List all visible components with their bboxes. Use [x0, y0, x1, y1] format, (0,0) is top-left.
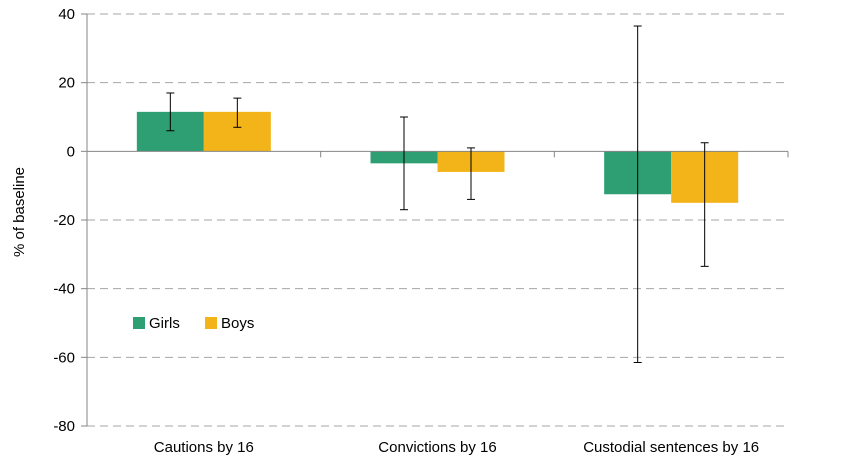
y-tick-label: 40 — [58, 6, 75, 23]
y-axis-title: % of baseline — [11, 167, 28, 257]
y-tick-labels: 40 20 0 -20 -40 -60 -80 — [53, 6, 75, 435]
category-label: Custodial sentences by 16 — [583, 439, 759, 456]
category-label: Cautions by 16 — [154, 439, 254, 456]
error-bars — [166, 25, 709, 363]
category-label: Convictions by 16 — [378, 439, 496, 456]
y-tick-label: -40 — [53, 281, 75, 298]
y-tick-label: 20 — [58, 75, 75, 92]
y-tick-label: -60 — [53, 349, 75, 366]
legend-swatch-girls — [133, 317, 145, 329]
legend-label-boys: Boys — [221, 315, 254, 332]
legend-label-girls: Girls — [149, 315, 180, 332]
y-tick-label: -80 — [53, 418, 75, 435]
axes — [81, 13, 789, 427]
y-tick-label: 0 — [67, 143, 75, 160]
gridlines — [87, 13, 788, 427]
category-labels: Cautions by 16 Convictions by 16 Custodial… — [154, 439, 759, 456]
bars — [136, 111, 739, 203]
legend-swatch-boys — [205, 317, 217, 329]
y-tick-label: -20 — [53, 212, 75, 229]
legend: Girls Boys — [133, 315, 254, 332]
